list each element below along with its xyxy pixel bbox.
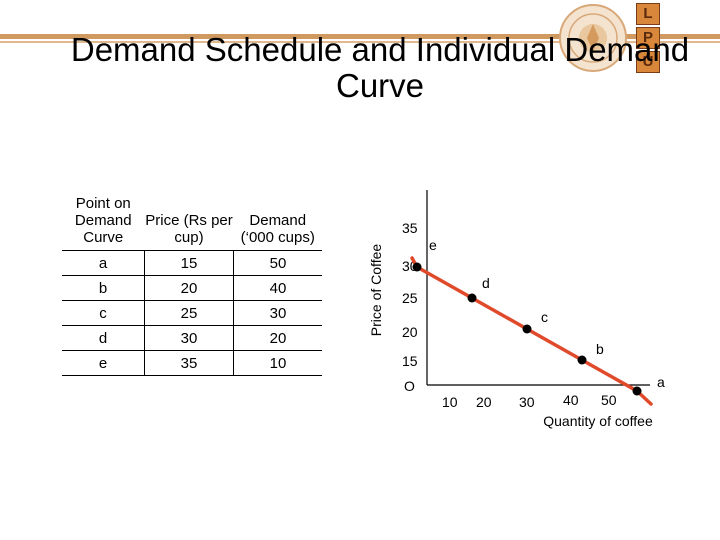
y-tick-label: 15 [402, 353, 418, 369]
top-decorative-rule-thin [0, 41, 720, 43]
cell-point: d [62, 325, 145, 351]
cell-demand: 10 [233, 350, 322, 376]
university-seal-icon [559, 4, 627, 72]
table-row: e 35 10 [62, 350, 322, 376]
demand-point-c [522, 324, 532, 334]
cell-point: e [62, 350, 145, 376]
point-label-c: c [541, 309, 548, 325]
cell-point: c [62, 300, 145, 326]
cell-price: 35 [144, 350, 234, 376]
y-axis-label: Price of Coffee [368, 244, 384, 337]
cell-price: 30 [144, 325, 234, 351]
demand-curve-line [410, 256, 653, 406]
cell-demand: 20 [233, 325, 322, 351]
header-price: Price (Rs per cup) [145, 212, 233, 246]
table-header-row: Point on Demand Curve Price (Rs per cup)… [62, 195, 322, 251]
table-row: c 25 30 [62, 300, 322, 326]
top-decorative-rule [0, 34, 720, 39]
table-row: a 15 50 [62, 250, 322, 276]
table-row: d 30 20 [62, 325, 322, 351]
x-tick-label: 30 [519, 394, 535, 410]
cell-demand: 30 [233, 300, 322, 326]
demand-point-d [467, 293, 477, 303]
x-tick-label: 10 [442, 394, 458, 410]
header-point: Point on Demand Curve [74, 195, 132, 246]
university-logo: L P U [636, 3, 660, 75]
logo-letter-l: L [636, 3, 660, 25]
slide-title: Demand Schedule and Individual Demand Cu… [70, 31, 690, 104]
x-tick-labels: 10 20 30 40 50 [442, 392, 617, 410]
cell-price: 15 [144, 250, 234, 276]
cell-price: 20 [144, 275, 234, 301]
demand-points [412, 262, 642, 396]
y-tick-label: 20 [402, 324, 418, 340]
demand-point-a [632, 386, 642, 396]
demand-point-labels: a b c d e [429, 237, 665, 390]
point-label-e: e [429, 237, 437, 253]
logo-letter-p: P [636, 27, 660, 49]
origin-label: O [404, 378, 415, 394]
cell-point: a [62, 250, 145, 276]
x-tick-label: 40 [563, 392, 579, 408]
point-label-a: a [657, 374, 665, 390]
demand-point-b [577, 355, 587, 365]
x-tick-label: 50 [601, 392, 617, 408]
logo-letter-u: U [636, 51, 660, 73]
cell-point: b [62, 275, 145, 301]
cell-demand: 50 [233, 250, 322, 276]
demand-schedule-table: Point on Demand Curve Price (Rs per cup)… [62, 195, 322, 376]
cell-price: 25 [144, 300, 234, 326]
header-demand: Demand (‘000 cups) [240, 212, 315, 246]
table-row: b 20 40 [62, 275, 322, 301]
x-tick-label: 20 [476, 394, 492, 410]
point-label-b: b [596, 341, 604, 357]
y-tick-label: 35 [402, 220, 418, 236]
y-tick-label: 25 [402, 290, 418, 306]
cell-demand: 40 [233, 275, 322, 301]
demand-point-e [412, 262, 422, 272]
point-label-d: d [482, 275, 490, 291]
x-axis-label: Quantity of coffee [543, 413, 653, 429]
